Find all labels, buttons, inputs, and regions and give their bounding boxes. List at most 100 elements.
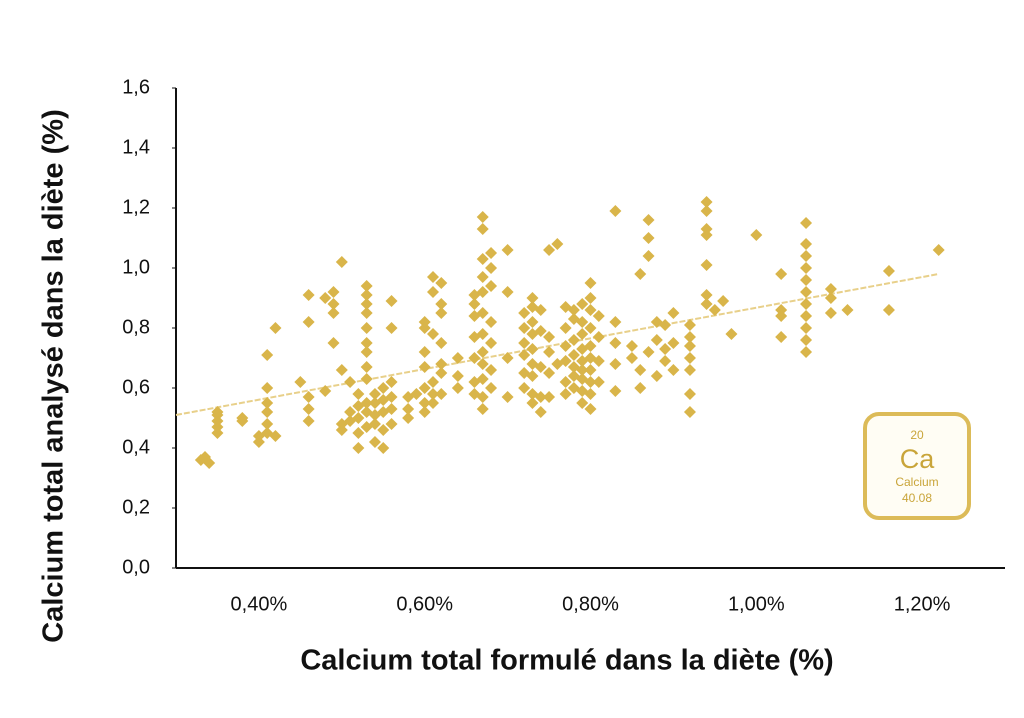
data-point	[476, 286, 489, 298]
data-point	[302, 316, 315, 328]
data-point	[426, 328, 439, 340]
data-point	[451, 352, 464, 364]
data-point	[634, 268, 647, 280]
data-point	[485, 382, 498, 394]
data-point	[261, 397, 274, 409]
data-point	[824, 307, 837, 319]
data-point	[360, 373, 373, 385]
data-point	[625, 352, 638, 364]
data-point	[385, 376, 398, 388]
data-point	[800, 250, 813, 262]
data-point	[576, 316, 589, 328]
data-point	[418, 346, 431, 358]
data-point	[650, 334, 663, 346]
data-point	[426, 388, 439, 400]
data-point	[841, 304, 854, 316]
data-point	[700, 205, 713, 217]
data-point	[385, 322, 398, 334]
data-point	[518, 307, 531, 319]
data-point	[650, 370, 663, 382]
data-point	[526, 316, 539, 328]
data-point	[435, 298, 448, 310]
data-point	[360, 361, 373, 373]
data-point	[236, 412, 249, 424]
data-point	[327, 286, 340, 298]
data-point	[518, 337, 531, 349]
data-point	[609, 205, 622, 217]
data-point	[634, 382, 647, 394]
data-point	[352, 388, 365, 400]
data-point	[261, 349, 274, 361]
data-point	[476, 223, 489, 235]
data-point	[584, 292, 597, 304]
data-point	[659, 343, 672, 355]
data-point	[269, 430, 282, 442]
data-point	[775, 268, 788, 280]
data-point	[327, 337, 340, 349]
data-point	[269, 322, 282, 334]
data-point	[451, 370, 464, 382]
element-badge: 20 Ca Calcium 40.08	[863, 412, 971, 520]
data-point	[882, 265, 895, 277]
data-point	[700, 196, 713, 208]
data-point	[559, 322, 572, 334]
data-point	[559, 376, 572, 388]
data-point	[426, 271, 439, 283]
x-tick-label: 1,20%	[894, 593, 951, 615]
data-point	[584, 364, 597, 376]
data-point	[559, 340, 572, 352]
data-point	[368, 418, 381, 430]
data-point	[476, 358, 489, 370]
data-point	[360, 307, 373, 319]
data-point	[642, 250, 655, 262]
data-point	[352, 442, 365, 454]
data-point	[642, 214, 655, 226]
y-tick-label: 0,6	[122, 376, 150, 398]
data-point	[360, 280, 373, 292]
data-point	[385, 403, 398, 415]
y-tick-label: 1,0	[122, 256, 150, 278]
data-point	[584, 322, 597, 334]
data-point	[435, 337, 448, 349]
data-point	[476, 253, 489, 265]
data-point	[518, 349, 531, 361]
data-point	[418, 361, 431, 373]
data-point	[335, 364, 348, 376]
data-point	[534, 406, 547, 418]
data-point	[451, 382, 464, 394]
data-point	[526, 292, 539, 304]
data-point	[435, 367, 448, 379]
data-point	[800, 238, 813, 250]
atomic-number: 20	[910, 428, 924, 442]
data-point	[543, 346, 556, 358]
data-point	[501, 352, 514, 364]
data-point	[824, 292, 837, 304]
data-point	[559, 355, 572, 367]
data-point	[211, 406, 224, 418]
data-point	[700, 223, 713, 235]
data-point	[476, 328, 489, 340]
badge-frame	[863, 412, 971, 520]
data-point	[659, 319, 672, 331]
data-point	[576, 397, 589, 409]
data-point	[476, 211, 489, 223]
data-point	[683, 406, 696, 418]
atomic-mass: 40.08	[902, 491, 932, 505]
data-point	[567, 349, 580, 361]
y-tick-label: 0,4	[122, 436, 150, 458]
data-point	[932, 244, 945, 256]
data-point	[468, 352, 481, 364]
data-point	[476, 346, 489, 358]
data-point	[335, 256, 348, 268]
element-name: Calcium	[895, 475, 938, 489]
y-tick-label: 0,2	[122, 496, 150, 518]
data-point	[592, 355, 605, 367]
data-point	[667, 307, 680, 319]
data-point	[683, 331, 696, 343]
data-point	[584, 376, 597, 388]
plot-area	[175, 196, 945, 469]
data-point	[800, 322, 813, 334]
data-point	[327, 298, 340, 310]
data-point	[352, 412, 365, 424]
data-point	[435, 277, 448, 289]
